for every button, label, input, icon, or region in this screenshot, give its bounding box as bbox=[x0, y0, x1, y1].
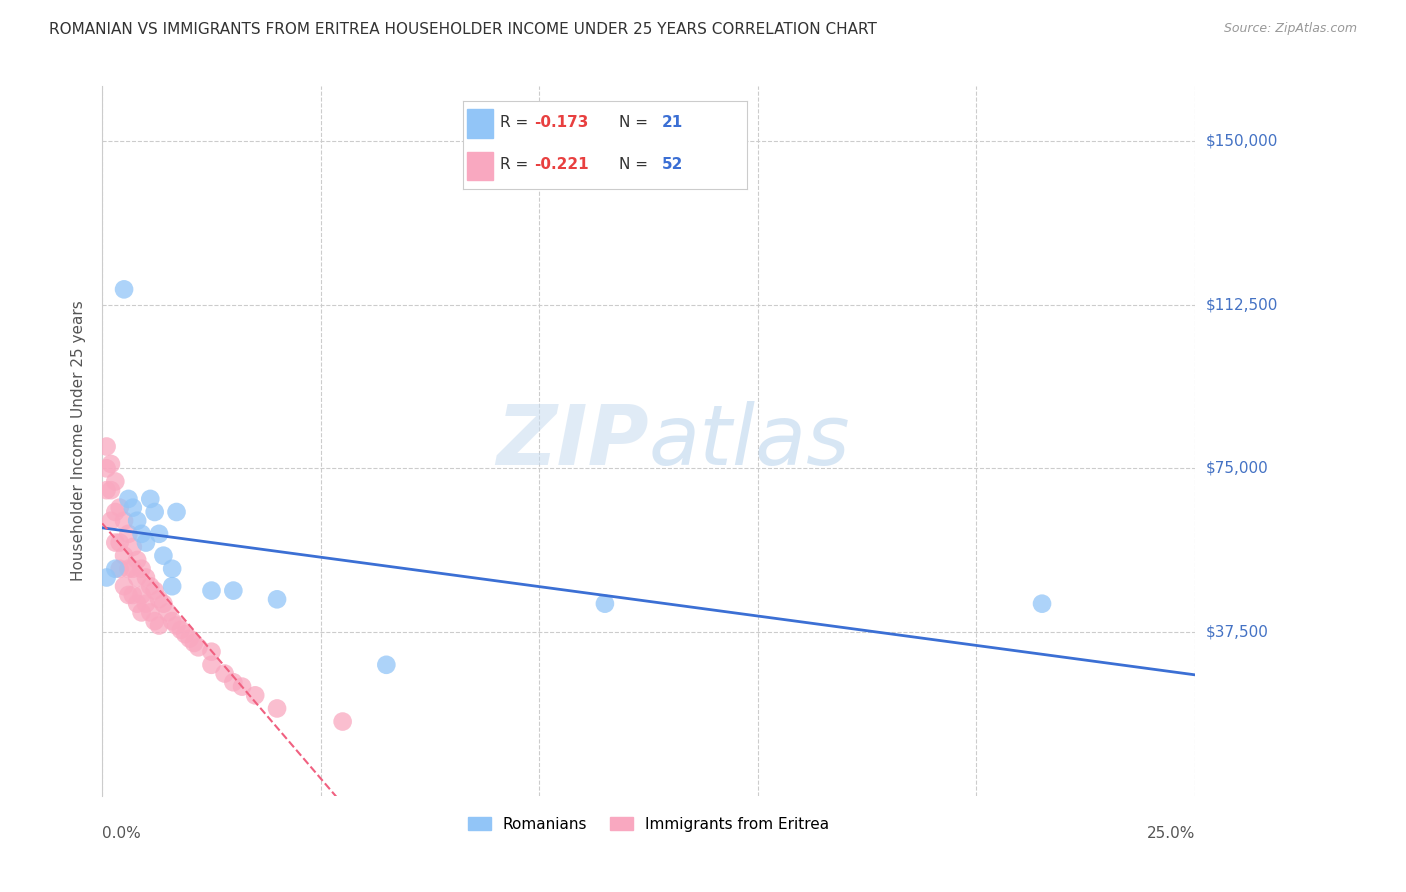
Point bbox=[1031, 597, 1053, 611]
Point bbox=[143, 505, 166, 519]
Point bbox=[166, 505, 188, 519]
Point bbox=[131, 588, 153, 602]
Point bbox=[108, 562, 131, 576]
Text: 25.0%: 25.0% bbox=[1147, 826, 1195, 841]
Point bbox=[117, 491, 139, 506]
Point bbox=[104, 535, 127, 549]
Text: $150,000: $150,000 bbox=[1206, 134, 1278, 148]
Point bbox=[200, 583, 222, 598]
Point bbox=[593, 597, 616, 611]
Text: 0.0%: 0.0% bbox=[103, 826, 141, 841]
Point bbox=[200, 657, 222, 672]
Point bbox=[139, 606, 162, 620]
Point bbox=[127, 514, 149, 528]
Point bbox=[143, 583, 166, 598]
Point bbox=[131, 606, 153, 620]
Text: ROMANIAN VS IMMIGRANTS FROM ERITREA HOUSEHOLDER INCOME UNDER 25 YEARS CORRELATIO: ROMANIAN VS IMMIGRANTS FROM ERITREA HOUS… bbox=[49, 22, 877, 37]
Point bbox=[135, 570, 157, 584]
Point bbox=[117, 526, 139, 541]
Point bbox=[108, 535, 131, 549]
Point bbox=[108, 500, 131, 515]
Point bbox=[179, 632, 201, 646]
Point bbox=[127, 597, 149, 611]
Point bbox=[148, 618, 170, 632]
Point bbox=[152, 549, 174, 563]
Point bbox=[148, 592, 170, 607]
Text: ZIP: ZIP bbox=[496, 401, 648, 482]
Text: $112,500: $112,500 bbox=[1206, 297, 1278, 312]
Point bbox=[117, 562, 139, 576]
Point bbox=[121, 588, 143, 602]
Point bbox=[112, 549, 135, 563]
Point bbox=[266, 592, 288, 607]
Point bbox=[332, 714, 354, 729]
Point bbox=[127, 570, 149, 584]
Point bbox=[166, 618, 188, 632]
Point bbox=[139, 579, 162, 593]
Point bbox=[245, 689, 267, 703]
Text: $75,000: $75,000 bbox=[1206, 461, 1268, 475]
Point bbox=[112, 282, 135, 296]
Point bbox=[148, 526, 170, 541]
Point bbox=[200, 645, 222, 659]
Point bbox=[104, 505, 127, 519]
Point bbox=[131, 526, 153, 541]
Point bbox=[100, 457, 122, 471]
Point bbox=[266, 701, 288, 715]
Legend: Romanians, Immigrants from Eritrea: Romanians, Immigrants from Eritrea bbox=[461, 811, 835, 838]
Y-axis label: Householder Income Under 25 years: Householder Income Under 25 years bbox=[72, 301, 86, 582]
Point bbox=[222, 583, 245, 598]
Point bbox=[222, 675, 245, 690]
Point bbox=[174, 627, 197, 641]
Point bbox=[156, 606, 179, 620]
Point bbox=[121, 562, 143, 576]
Point bbox=[135, 597, 157, 611]
Point bbox=[121, 540, 143, 554]
Text: $37,500: $37,500 bbox=[1206, 624, 1270, 640]
Point bbox=[139, 491, 162, 506]
Point bbox=[96, 440, 118, 454]
Point bbox=[143, 614, 166, 628]
Point bbox=[96, 461, 118, 475]
Point bbox=[121, 500, 143, 515]
Point bbox=[104, 562, 127, 576]
Point bbox=[160, 579, 183, 593]
Point bbox=[131, 562, 153, 576]
Point bbox=[104, 475, 127, 489]
Point bbox=[135, 535, 157, 549]
Point bbox=[100, 514, 122, 528]
Point bbox=[375, 657, 398, 672]
Point bbox=[160, 562, 183, 576]
Point bbox=[96, 570, 118, 584]
Point bbox=[112, 514, 135, 528]
Point bbox=[160, 614, 183, 628]
Point bbox=[187, 640, 209, 655]
Point bbox=[112, 579, 135, 593]
Point bbox=[152, 597, 174, 611]
Point bbox=[170, 623, 193, 637]
Point bbox=[214, 666, 236, 681]
Point bbox=[100, 483, 122, 498]
Point bbox=[117, 588, 139, 602]
Point bbox=[96, 483, 118, 498]
Point bbox=[231, 680, 253, 694]
Text: atlas: atlas bbox=[648, 401, 851, 482]
Point bbox=[127, 553, 149, 567]
Point bbox=[183, 636, 205, 650]
Text: Source: ZipAtlas.com: Source: ZipAtlas.com bbox=[1223, 22, 1357, 36]
